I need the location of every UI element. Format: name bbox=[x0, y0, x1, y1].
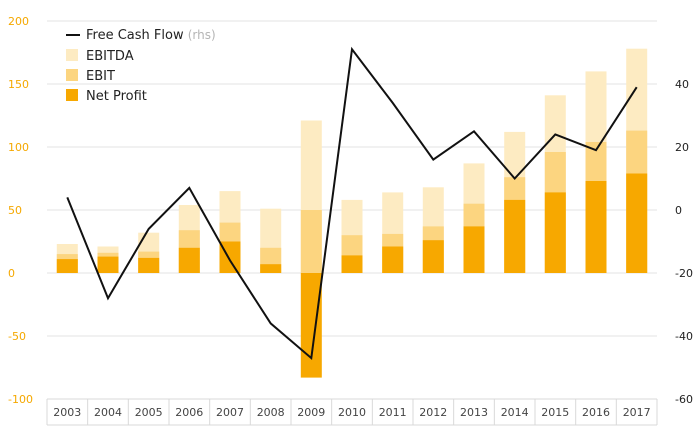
net-profit-bar bbox=[585, 181, 607, 273]
net-profit-bar bbox=[544, 192, 566, 273]
y-left-tick-label: -100 bbox=[8, 393, 33, 406]
x-tick-label: 2015 bbox=[541, 406, 569, 419]
net-profit-bar bbox=[504, 199, 526, 273]
net-profit-bar bbox=[178, 247, 200, 273]
x-tick-label: 2006 bbox=[175, 406, 203, 419]
legend-fcf-suffix: (rhs) bbox=[188, 28, 216, 42]
net-profit-bar bbox=[300, 273, 322, 378]
legend-ebit-swatch bbox=[66, 69, 78, 81]
x-tick-label: 2017 bbox=[623, 406, 651, 419]
y-left-tick-label: 50 bbox=[8, 204, 22, 217]
y-right-tick-label: 40 bbox=[675, 78, 689, 91]
x-tick-label: 2005 bbox=[135, 406, 163, 419]
x-tick-label: 2007 bbox=[216, 406, 244, 419]
legend-ebitda-label: EBITDA bbox=[86, 49, 134, 64]
net-profit-bar bbox=[97, 256, 119, 273]
y-right-tick-label: -20 bbox=[675, 267, 693, 280]
axes: 2003 2004 2005 2006 2007 2008 2009 2010 2011 2012… bbox=[8, 15, 693, 426]
net-profit-bar bbox=[626, 173, 648, 273]
net-profit-bar bbox=[341, 255, 363, 273]
x-tick-label: 2004 bbox=[94, 406, 122, 419]
x-tick-label: 2008 bbox=[257, 406, 285, 419]
y-right-tick-label: -60 bbox=[675, 393, 693, 406]
x-tick-label: 2013 bbox=[460, 406, 488, 419]
legend-ebit-label: EBIT bbox=[86, 69, 115, 84]
y-right-tick-label: 20 bbox=[675, 141, 689, 154]
net-profit-bar bbox=[382, 246, 404, 273]
net-profit-bar bbox=[422, 240, 444, 273]
y-right-tick-label: -40 bbox=[675, 330, 693, 343]
x-tick-label: 2016 bbox=[582, 406, 610, 419]
bars bbox=[56, 48, 648, 378]
net-profit-bar bbox=[463, 226, 485, 273]
y-left-tick-label: 200 bbox=[8, 15, 29, 28]
y-left-tick-label: 150 bbox=[8, 78, 29, 91]
y-left-tick-label: -50 bbox=[8, 330, 26, 343]
net-profit-bar bbox=[56, 259, 78, 273]
legend: Free Cash Flow (rhs) EBITDA EBIT Net Pro… bbox=[66, 28, 216, 104]
y-left-tick-label: 100 bbox=[8, 141, 29, 154]
legend-fcf-label: Free Cash Flow (rhs) bbox=[86, 28, 216, 43]
net-profit-bar bbox=[260, 264, 282, 273]
legend-net-profit-swatch bbox=[66, 89, 78, 101]
net-profit-bar bbox=[138, 257, 160, 273]
fcf-line-layer bbox=[66, 46, 638, 361]
x-tick-label: 2012 bbox=[419, 406, 447, 419]
x-tick-label: 2011 bbox=[379, 406, 407, 419]
legend-net-profit-label: Net Profit bbox=[86, 89, 147, 104]
y-right-tick-label: 0 bbox=[675, 204, 682, 217]
x-tick-label: 2014 bbox=[501, 406, 529, 419]
legend-ebitda-swatch bbox=[66, 49, 78, 61]
x-tick-label: 2009 bbox=[297, 406, 325, 419]
x-tick-label: 2003 bbox=[53, 406, 81, 419]
x-tick-label: 2010 bbox=[338, 406, 366, 419]
ebit-bar bbox=[300, 210, 322, 273]
y-left-tick-label: 0 bbox=[8, 267, 15, 280]
